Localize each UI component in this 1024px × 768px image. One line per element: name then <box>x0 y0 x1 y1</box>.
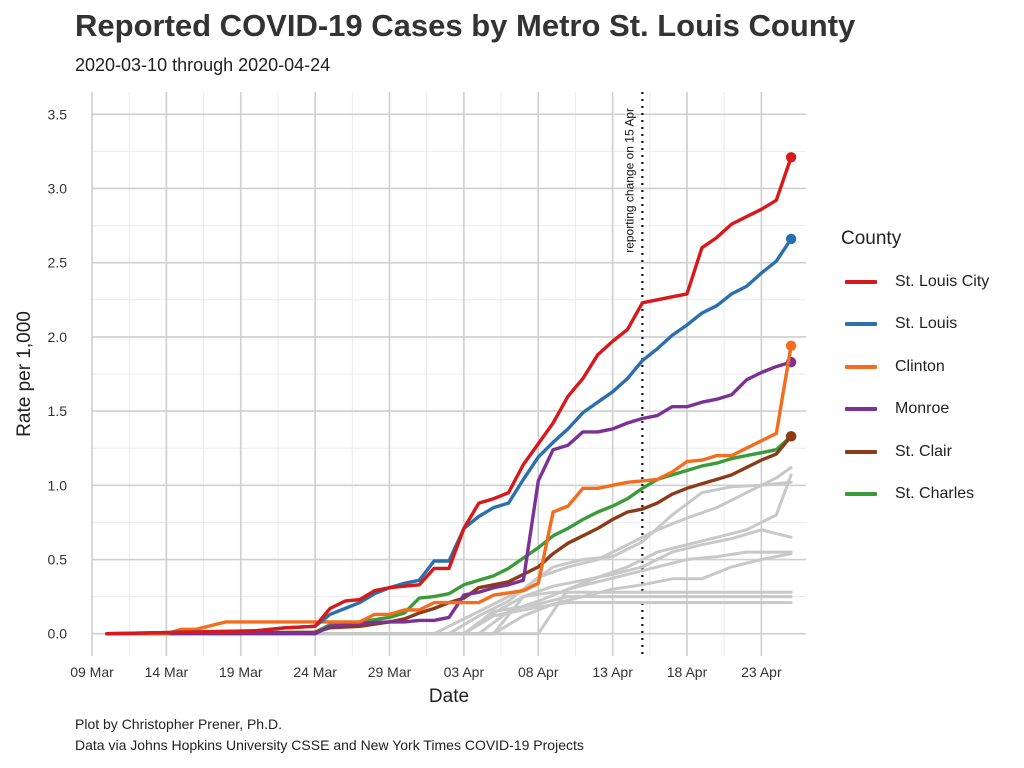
legend-swatch <box>845 280 877 284</box>
endpoint-st-louis <box>785 233 797 245</box>
legend-swatch <box>845 364 877 369</box>
x-axis-title: Date <box>429 686 469 707</box>
axis-labels: 0.0 0.5 1.0 1.5 2.0 2.5 3.0 3.5 09 Mar 14 Mar 19 M… <box>14 106 782 707</box>
y-tick-label: 0.0 <box>48 626 68 642</box>
legend-label: St. Clair <box>895 442 952 460</box>
legend-item-monroe: Monroe <box>845 399 949 419</box>
endpoint-st-clair <box>785 431 797 442</box>
x-tick-label: 09 Mar <box>70 664 114 680</box>
highlighted-series-lines <box>105 152 797 636</box>
legend-swatch <box>845 449 877 454</box>
x-tick-label: 14 Mar <box>145 664 189 680</box>
series-line-other-county <box>105 473 793 636</box>
y-tick-label: 1.5 <box>48 403 68 419</box>
series-line-other-county <box>105 552 793 636</box>
series-line-clinton <box>105 344 793 636</box>
y-tick-label: 2.5 <box>48 255 68 271</box>
series-line-monroe <box>105 360 793 636</box>
x-tick-label: 18 Apr <box>667 664 708 680</box>
legend-item-st-clair: St. Clair <box>845 442 952 462</box>
y-tick-label: 2.0 <box>48 329 68 345</box>
chart-subtitle: 2020-03-10 through 2020-04-24 <box>75 55 331 75</box>
legend-label: St. Louis City <box>895 273 990 290</box>
other-counties-lines <box>105 466 793 636</box>
legend-item-st-charles: St. Charles <box>845 484 974 504</box>
legend-label: Monroe <box>895 400 950 418</box>
y-tick-label: 3.0 <box>48 180 68 196</box>
y-axis-title: Rate per 1,000 <box>14 311 35 437</box>
legend-label: St. Louis <box>895 315 958 333</box>
legend-label: St. Charles <box>895 485 975 502</box>
legend-swatch <box>845 407 877 412</box>
series-line-st-clair <box>105 434 793 636</box>
endpoint-st-louis-city <box>785 152 797 163</box>
legend-item-st-louis: St. Louis <box>845 314 957 334</box>
legend-item-st-louis-city: St. Louis City <box>845 272 989 292</box>
reporting-change-label: reporting change on 15 Apr <box>622 108 636 253</box>
legend-label: Clinton <box>895 357 945 375</box>
chart-title: Reported COVID-19 Cases by Metro St. Lou… <box>75 8 856 43</box>
series-line-other-county <box>105 466 793 636</box>
series-line-other-county <box>105 480 793 636</box>
legend-item-clinton: Clinton <box>845 357 945 377</box>
endpoint-clinton <box>785 340 797 351</box>
y-tick-label: 1.0 <box>48 477 68 493</box>
grid-lines <box>91 92 806 656</box>
y-tick-label: 3.5 <box>48 106 68 122</box>
series-line-st-louis-city <box>105 155 793 636</box>
x-tick-label: 03 Apr <box>444 664 485 680</box>
caption-source: Data via Johns Hopkins University CSSE a… <box>75 737 584 753</box>
x-tick-label: 23 Apr <box>741 664 782 680</box>
x-tick-label: 13 Apr <box>592 664 633 680</box>
x-tick-label: 19 Mar <box>219 664 263 680</box>
series-line-st-louis <box>105 237 793 636</box>
caption-author: Plot by Christopher Prener, Ph.D. <box>75 716 282 732</box>
legend-title: County <box>841 228 902 249</box>
legend-swatch <box>845 492 877 496</box>
x-tick-label: 08 Apr <box>518 664 559 680</box>
annotation: reporting change on 15 Apr <box>622 92 644 656</box>
x-tick-label: 24 Mar <box>293 664 337 680</box>
legend-swatch <box>845 322 877 327</box>
y-tick-label: 0.5 <box>48 552 68 568</box>
x-tick-label: 29 Mar <box>368 664 412 680</box>
